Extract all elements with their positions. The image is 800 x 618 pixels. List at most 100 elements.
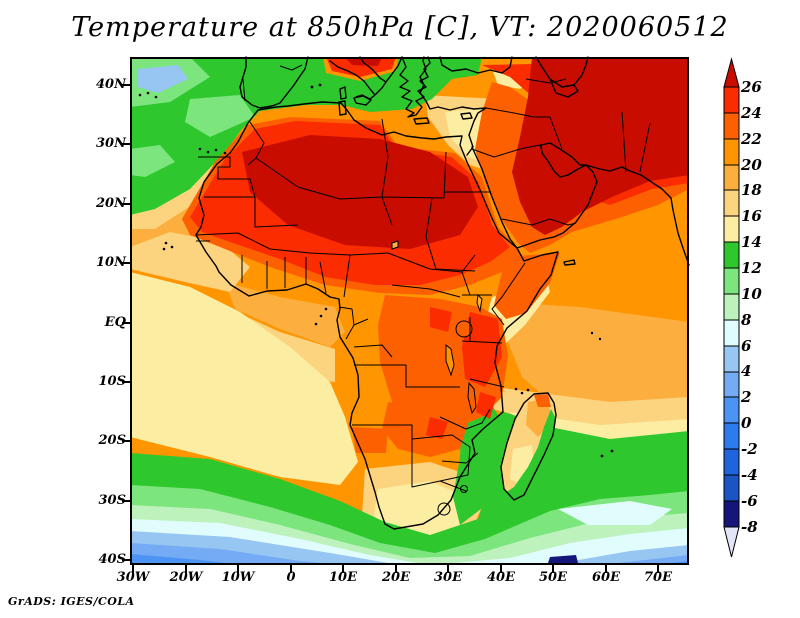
colorbar-segment <box>723 86 740 114</box>
swaziland-border <box>460 485 468 493</box>
field-region <box>476 392 496 419</box>
levant-turkey-coast <box>419 56 487 136</box>
coastlines <box>195 56 690 530</box>
island-dot <box>146 91 150 95</box>
colorbar-arrow-up <box>723 57 740 88</box>
colorbar-segment <box>723 138 740 166</box>
lat-label: 40S <box>98 552 126 567</box>
lake-victoria <box>455 320 473 338</box>
lon-label: 10W <box>221 570 255 585</box>
colorbar-label: -4 <box>741 466 758 484</box>
field-region <box>426 417 448 439</box>
field-mideast-core <box>512 57 689 235</box>
island-dot <box>198 147 202 151</box>
lon-label: 0 <box>286 570 296 585</box>
colorbar-label: 26 <box>741 78 762 96</box>
border-line <box>381 118 393 226</box>
lake-turkana <box>476 293 483 313</box>
field-region <box>130 145 175 177</box>
colorbar-label: 12 <box>741 259 762 277</box>
lat-label: 30S <box>98 493 126 508</box>
iberia-coast <box>239 56 309 109</box>
border-line <box>352 424 467 492</box>
lat-label: 10S <box>98 374 126 389</box>
lon-label: 40E <box>487 570 515 585</box>
lon-label: 30W <box>116 570 150 585</box>
colorbar-label: 0 <box>741 414 752 432</box>
lat-label: 10N <box>96 255 126 270</box>
colorbar-arrow-down <box>723 526 740 558</box>
black-sea-coast <box>439 56 513 74</box>
island-dot <box>138 93 142 97</box>
colorbar-segment <box>723 241 740 269</box>
field-region <box>500 302 689 409</box>
border-line <box>198 156 256 198</box>
island-dot <box>164 241 168 245</box>
colorbar-label: 20 <box>741 156 762 174</box>
colorbar-segment <box>723 371 740 398</box>
colorbar <box>723 57 740 558</box>
page-title: Temperature at 850hPa [C], VT: 202006051… <box>71 12 729 43</box>
colorbar-label: 6 <box>741 337 752 355</box>
field-region <box>558 501 672 525</box>
border-line <box>241 254 351 298</box>
madagascar-hot-tip <box>534 394 551 407</box>
lake-malawi <box>467 381 477 415</box>
colorbar-segment <box>723 319 740 347</box>
colorbar-label: 18 <box>741 181 762 199</box>
grads-credit: GrADS: IGES/COLA <box>8 595 135 608</box>
island-dot <box>310 85 314 89</box>
iran-india-coast <box>585 164 690 266</box>
colorbar-label: 22 <box>741 130 762 148</box>
field-europe-atlantic-green <box>130 57 482 215</box>
lake-tanganyika <box>445 343 455 377</box>
border-line <box>425 197 476 272</box>
lat-label: 40N <box>96 77 126 92</box>
field-navy-spot <box>548 555 578 565</box>
arabia-coast <box>471 142 598 249</box>
island-dot <box>214 148 218 152</box>
lon-label: 20W <box>169 570 203 585</box>
border-line <box>501 218 577 226</box>
border-line <box>387 252 463 298</box>
colorbar-label: 16 <box>741 207 762 225</box>
lat-label: 30N <box>96 136 126 151</box>
border-line <box>439 408 491 464</box>
island-dot <box>162 247 166 251</box>
map-frame <box>130 57 689 565</box>
field-region <box>352 427 388 453</box>
colorbar-segment <box>723 474 740 502</box>
field-region <box>382 402 470 457</box>
island-dot <box>600 454 604 458</box>
corsica-sardinia-coast <box>338 86 347 116</box>
lat-label: EQ <box>104 315 126 330</box>
border-line <box>204 196 299 228</box>
border-line <box>549 111 651 173</box>
colorbar-segment <box>723 293 740 321</box>
colorbar-segment <box>723 215 740 243</box>
field-region <box>185 95 255 137</box>
border-line <box>461 317 505 388</box>
colorbar-label: -8 <box>741 518 758 536</box>
island-dot <box>610 449 614 453</box>
madagascar-coastline <box>500 392 557 501</box>
country-borders <box>195 64 651 516</box>
border-line <box>247 121 265 166</box>
border-line <box>353 344 460 388</box>
field-region <box>225 282 345 347</box>
colorbar-boxes <box>723 57 740 558</box>
border-line <box>461 254 526 326</box>
colorbar-segment <box>723 112 740 140</box>
sicily-coast <box>353 95 372 106</box>
lon-label: 10E <box>329 570 357 585</box>
border-line <box>255 157 383 200</box>
border-line <box>338 306 369 340</box>
island-dots <box>138 83 614 458</box>
colorbar-segment <box>723 448 740 476</box>
socotra-coast <box>563 259 576 266</box>
greece-coast <box>399 56 431 118</box>
field-horn <box>494 253 560 319</box>
cyprus-coast <box>460 112 473 120</box>
field-region <box>600 555 689 565</box>
